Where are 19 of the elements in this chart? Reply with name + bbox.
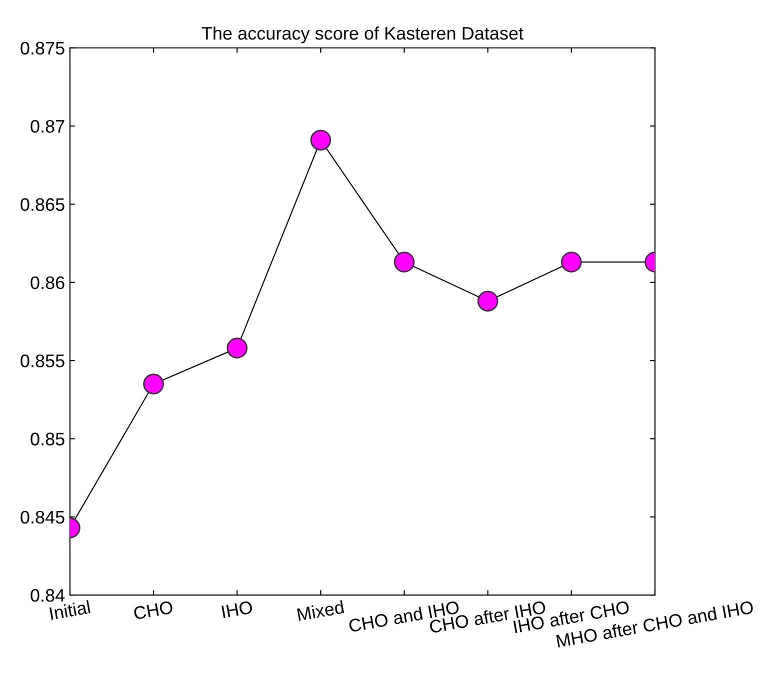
x-tick-label: Mixed: [296, 600, 344, 622]
x-tick-label: IHO: [222, 600, 253, 618]
point: [394, 252, 415, 272]
y-tick-label: 0.845: [20, 510, 64, 524]
point: [310, 130, 332, 151]
chart-title: The accuracy score of Kasteren Dataset: [202, 26, 524, 44]
x-tick-label: CHO: [133, 600, 174, 620]
y-tick-label: 0.865: [20, 198, 64, 211]
point: [477, 290, 498, 312]
y-tick-label: 0.87: [30, 120, 64, 133]
y-tick-label: 0.855: [20, 354, 64, 368]
y-tick-label: 0.86: [30, 276, 64, 290]
point: [226, 338, 248, 358]
point: [143, 374, 164, 394]
point: [560, 252, 582, 272]
y-tick-label: 0.84: [30, 589, 65, 602]
y-tick-label: 0.85: [30, 432, 64, 446]
x-tick-label: Initial: [49, 600, 90, 620]
y-tick-label: 0.875: [20, 42, 64, 55]
